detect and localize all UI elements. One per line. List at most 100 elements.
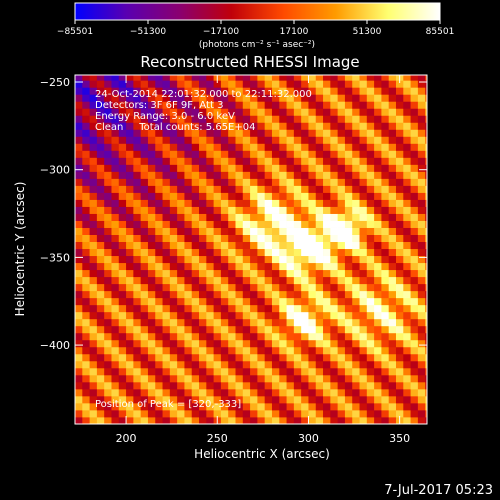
heatmap-cell: [242, 213, 251, 221]
heatmap-cell: [147, 234, 156, 243]
heatmap-cell: [374, 234, 382, 243]
heatmap-cell: [191, 409, 200, 418]
heatmap-cell: [257, 318, 266, 327]
heatmap-cell: [403, 367, 411, 376]
heatmap-cell: [344, 409, 353, 418]
heatmap-cell: [315, 108, 324, 116]
heatmap-cell: [126, 297, 134, 306]
heatmap-cell: [177, 346, 185, 355]
heatmap-cell: [286, 325, 295, 334]
heatmap-cell: [301, 115, 309, 123]
heatmap-cell: [388, 101, 397, 109]
heatmap-cell: [235, 178, 244, 186]
heatmap-cell: [403, 346, 411, 355]
heatmap-cell: [250, 325, 258, 334]
heatmap-cell: [118, 164, 127, 172]
heatmap-cell: [155, 80, 163, 88]
heatmap-cell: [315, 416, 324, 425]
heatmap-cell: [330, 283, 339, 292]
heatmap-cell: [82, 367, 90, 376]
heatmap-cell: [242, 80, 251, 88]
heatmap-cell: [330, 360, 339, 369]
heatmap-cell: [169, 94, 178, 102]
heatmap-cell: [388, 269, 397, 278]
heatmap-cell: [323, 339, 331, 348]
heatmap-cell: [374, 164, 382, 172]
plot-area: 200 250 300 350−250−300−350−400: [40, 74, 428, 445]
heatmap-cell: [213, 206, 222, 214]
heatmap-cell: [75, 388, 83, 397]
heatmap-cell: [352, 332, 360, 341]
heatmap-cell: [140, 346, 149, 355]
heatmap-cell: [111, 178, 120, 186]
heatmap-cell: [330, 199, 339, 207]
heatmap-cell: [133, 269, 142, 278]
heatmap-cell: [410, 248, 419, 257]
heatmap-cell: [177, 269, 185, 278]
heatmap-cell: [111, 416, 120, 425]
heatmap-cell: [257, 80, 266, 88]
heatmap-cell: [220, 185, 229, 193]
heatmap-cell: [213, 318, 222, 327]
heatmap-cell: [147, 360, 156, 369]
heatmap-cell: [395, 311, 404, 320]
heatmap-cell: [374, 143, 382, 151]
heatmap-cell: [118, 75, 127, 81]
heatmap-cell: [140, 150, 149, 158]
heatmap-cell: [366, 227, 375, 235]
heatmap-cell: [315, 164, 324, 172]
heatmap-cell: [308, 395, 317, 404]
heatmap-cell: [315, 290, 324, 299]
heatmap-cell: [257, 325, 266, 334]
heatmap-cell: [257, 241, 266, 250]
heatmap-cell: [271, 346, 280, 355]
heatmap-cell: [330, 94, 339, 102]
heatmap-cell: [96, 262, 105, 271]
heatmap-cell: [403, 290, 411, 299]
heatmap-cell: [308, 248, 317, 257]
heatmap-cell: [308, 304, 317, 313]
heatmap-cell: [147, 94, 156, 102]
heatmap-cell: [301, 325, 309, 334]
heatmap-cell: [228, 416, 236, 425]
heatmap-cell: [286, 108, 295, 116]
heatmap-cell: [403, 220, 411, 228]
heatmap-cell: [96, 171, 105, 179]
heatmap-cell: [199, 290, 207, 299]
heatmap-cell: [250, 171, 258, 179]
heatmap-cell: [162, 248, 171, 257]
heatmap-cell: [213, 234, 222, 243]
heatmap-cell: [410, 129, 419, 137]
heatmap-cell: [293, 164, 302, 172]
heatmap-cell: [96, 101, 105, 109]
heatmap-cell: [323, 248, 331, 257]
heatmap-cell: [111, 241, 120, 250]
heatmap-cell: [374, 199, 382, 207]
heatmap-cell: [410, 164, 419, 172]
heatmap-cell: [228, 297, 236, 306]
heatmap-cell: [344, 94, 353, 102]
heatmap-cell: [337, 143, 346, 151]
heatmap-cell: [220, 395, 229, 404]
heatmap-cell: [395, 241, 404, 250]
heatmap-cell: [403, 269, 411, 278]
heatmap-cell: [104, 297, 112, 306]
heatmap-cell: [184, 220, 193, 228]
heatmap-cell: [235, 122, 244, 130]
heatmap-cell: [104, 80, 112, 88]
heatmap-cell: [75, 346, 83, 355]
heatmap-cell: [89, 318, 98, 327]
heatmap-cell: [147, 171, 156, 179]
heatmap-cell: [417, 276, 426, 285]
heatmap-cell: [82, 94, 90, 102]
heatmap-cell: [381, 395, 390, 404]
heatmap-cell: [286, 241, 295, 250]
heatmap-cell: [133, 136, 142, 144]
heatmap-cell: [228, 269, 236, 278]
heatmap-cell: [388, 136, 397, 144]
heatmap-cell: [271, 318, 280, 327]
heatmap-cell: [388, 171, 397, 179]
heatmap-cell: [118, 143, 127, 151]
heatmap-cell: [162, 381, 171, 390]
heatmap-cell: [75, 297, 83, 306]
